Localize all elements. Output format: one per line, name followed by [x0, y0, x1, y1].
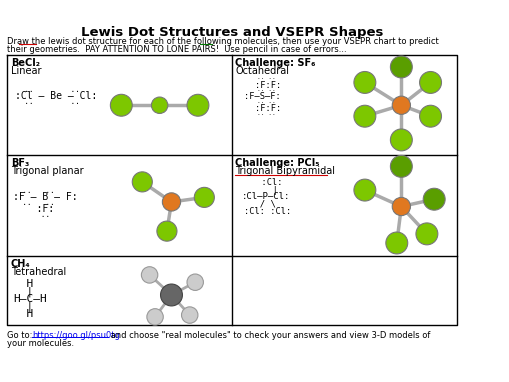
- Circle shape: [194, 187, 214, 207]
- Text: .. ..: .. ..: [257, 111, 276, 116]
- Circle shape: [157, 221, 177, 241]
- Text: Lewis Dot Structures and VSEPR Shapes: Lewis Dot Structures and VSEPR Shapes: [80, 26, 383, 39]
- Text: .. ..: .. ..: [257, 87, 276, 92]
- Text: Trigonal planar: Trigonal planar: [11, 167, 83, 176]
- Text: ..        ..: .. ..: [15, 97, 79, 106]
- Circle shape: [419, 105, 441, 127]
- Text: your molecules.: your molecules.: [7, 339, 74, 348]
- Circle shape: [386, 232, 408, 254]
- Circle shape: [187, 274, 204, 290]
- Text: :F:F:: :F:F:: [256, 104, 281, 113]
- Text: BF₃: BF₃: [11, 158, 29, 168]
- Circle shape: [182, 307, 198, 323]
- Text: Challenge: SF₆: Challenge: SF₆: [235, 58, 316, 68]
- Text: ..: ..: [13, 210, 50, 219]
- Text: :F – B – F:: :F – B – F:: [13, 192, 77, 202]
- Circle shape: [354, 71, 376, 93]
- Circle shape: [142, 267, 158, 283]
- Circle shape: [354, 105, 376, 127]
- Text: Draw the lewis dot structure for each of the following molecules, then use your : Draw the lewis dot structure for each of…: [7, 37, 439, 46]
- Text: :Cl:: :Cl:: [251, 178, 282, 187]
- Text: .. ..: .. ..: [257, 75, 276, 80]
- Circle shape: [162, 193, 181, 211]
- Text: |: |: [13, 301, 33, 312]
- Circle shape: [390, 129, 412, 151]
- Text: ..   ..: .. ..: [13, 198, 54, 207]
- Text: Go to:: Go to:: [7, 330, 35, 340]
- Text: Trigonal Bipyramidal: Trigonal Bipyramidal: [235, 167, 335, 176]
- Circle shape: [110, 94, 132, 116]
- Text: Challenge: PCl₅: Challenge: PCl₅: [235, 158, 320, 168]
- Text: CH₄: CH₄: [11, 259, 31, 269]
- Text: .. ..: .. ..: [257, 99, 276, 104]
- Text: BeCl₂: BeCl₂: [11, 58, 40, 68]
- Text: ..   ..: .. ..: [13, 186, 54, 196]
- Circle shape: [392, 96, 410, 114]
- Text: :Cl–P–Cl:: :Cl–P–Cl:: [242, 192, 290, 201]
- Text: :F:F:: :F:F:: [256, 81, 281, 90]
- Circle shape: [390, 56, 412, 78]
- Circle shape: [390, 155, 412, 177]
- Text: |: |: [13, 287, 33, 297]
- Circle shape: [187, 94, 209, 116]
- Text: / \: / \: [249, 199, 276, 208]
- Circle shape: [423, 188, 445, 210]
- Text: and choose "real molecules" to check your answers and view 3-D models of: and choose "real molecules" to check you…: [107, 330, 430, 340]
- Circle shape: [392, 197, 410, 215]
- Text: H: H: [13, 280, 33, 290]
- Text: H: H: [13, 309, 33, 319]
- Text: :Cl – Be – Cl:: :Cl – Be – Cl:: [15, 91, 97, 101]
- Circle shape: [354, 179, 376, 201]
- Text: Linear: Linear: [11, 66, 41, 76]
- Text: |: |: [251, 186, 278, 194]
- Text: Tetrahedral: Tetrahedral: [11, 267, 66, 277]
- Text: Octahedral: Octahedral: [235, 66, 289, 76]
- Text: https://goo.gl/psu0tg: https://goo.gl/psu0tg: [32, 330, 120, 340]
- Text: their geometries.  PAY ATTENTION TO LONE PAIRS!  Use pencil in case of errors...: their geometries. PAY ATTENTION TO LONE …: [7, 45, 347, 54]
- Circle shape: [151, 97, 168, 113]
- Circle shape: [419, 71, 441, 93]
- Circle shape: [416, 223, 438, 245]
- Circle shape: [160, 284, 182, 306]
- Circle shape: [147, 309, 163, 325]
- Circle shape: [132, 172, 152, 192]
- Text: :F:: :F:: [13, 204, 54, 214]
- Text: :Cl: :Cl:: :Cl: :Cl:: [243, 207, 291, 215]
- Text: H–C–H: H–C–H: [13, 294, 46, 304]
- Text: :F–S–F:: :F–S–F:: [244, 92, 281, 102]
- Text: ..        ..: .. ..: [15, 85, 79, 94]
